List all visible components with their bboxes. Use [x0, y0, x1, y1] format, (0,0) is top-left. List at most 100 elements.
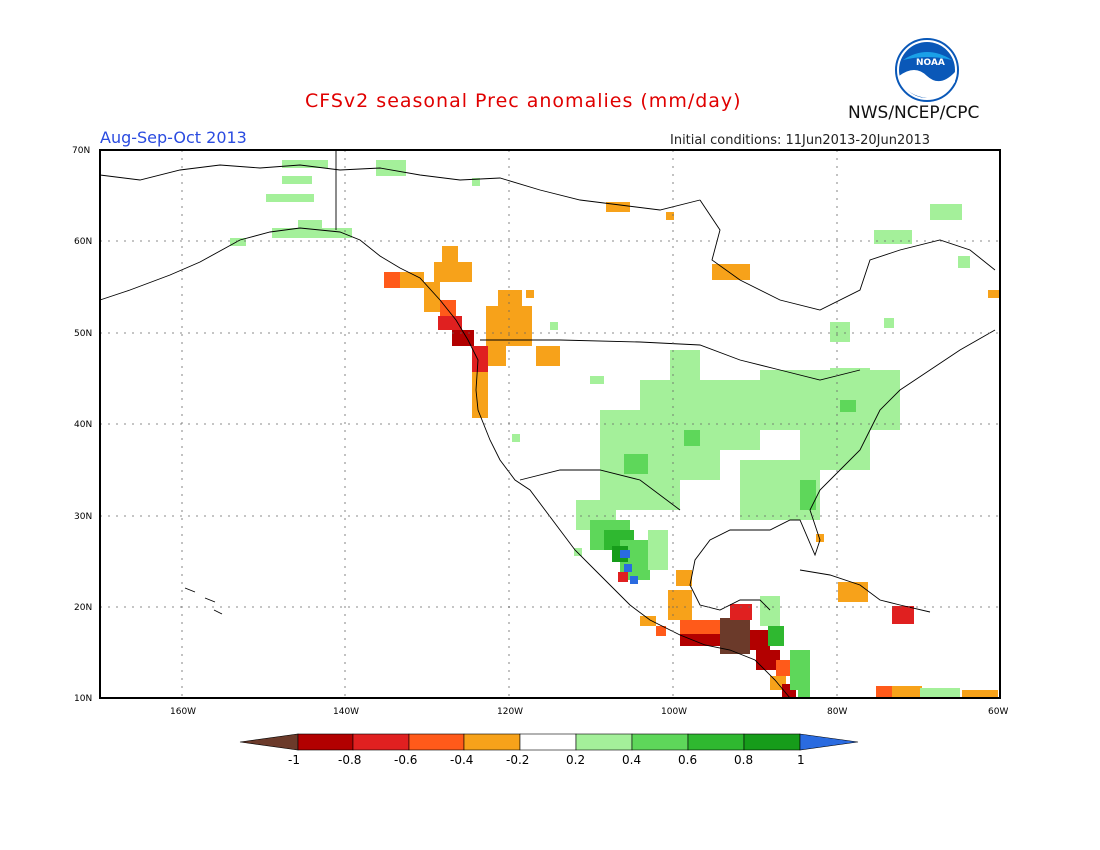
colorbar-label: 0.8 [734, 753, 753, 767]
anomaly-cell [574, 548, 582, 556]
colorbar-segment [743, 733, 801, 751]
colorbar-label: -0.2 [506, 753, 529, 767]
map-frame [99, 149, 1001, 699]
lat-label: 10N [74, 694, 92, 704]
anomaly-cell [624, 454, 648, 474]
anomaly-cell [512, 434, 520, 442]
colorbar-arrow-low [239, 733, 299, 751]
anomaly-cell [472, 178, 480, 186]
anomaly-cell [536, 346, 560, 366]
anomaly-cell [816, 534, 824, 542]
anomaly-cell [272, 228, 352, 238]
anomaly-cell [892, 606, 914, 624]
anomaly-cell [920, 688, 960, 698]
anomaly-cell [876, 686, 892, 698]
anomaly-cells [230, 160, 1000, 698]
lon-label: 80W [827, 707, 847, 717]
anomaly-cell [618, 572, 628, 582]
anomaly-cell [526, 290, 534, 298]
anomaly-cell [630, 576, 638, 584]
anomaly-cell [624, 564, 632, 572]
anomaly-cell [874, 230, 912, 244]
lon-label: 100W [661, 707, 687, 717]
lat-label: 50N [74, 329, 92, 339]
anomaly-cell [440, 300, 456, 316]
anomaly-cell [830, 322, 850, 342]
chart-title: CFSv2 seasonal Prec anomalies (mm/day) [305, 90, 742, 112]
colorbar-label: 1 [797, 753, 805, 767]
anomaly-cell [648, 530, 668, 570]
anomaly-cell [962, 690, 998, 698]
anomaly-cell [498, 290, 522, 306]
anomaly-cell [750, 630, 770, 650]
colorbar-arrow-high [799, 733, 859, 751]
colorbar-segment [687, 733, 745, 751]
anomaly-cell [488, 346, 506, 366]
latitude-labels: 70N 60N 50N 40N 30N 20N 10N [72, 146, 92, 704]
longitude-labels: 160W 140W 120W 100W 80W 60W [170, 707, 1008, 717]
anomaly-cell [884, 318, 894, 328]
lat-label: 60N [74, 237, 92, 247]
anomaly-cell [712, 264, 750, 280]
colorbar-segment [575, 733, 633, 751]
colorbar-label: 0.2 [566, 753, 585, 767]
lon-label: 140W [333, 707, 359, 717]
colorbar-segment [631, 733, 689, 751]
anomaly-cell [776, 660, 792, 676]
anomaly-cell [620, 550, 630, 558]
anomaly-cell [656, 626, 666, 636]
anomaly-cell [930, 204, 962, 220]
anomaly-cell [442, 246, 458, 266]
lat-label: 70N [72, 146, 90, 156]
colorbar [239, 733, 859, 751]
anomaly-cell [472, 346, 488, 374]
anomaly-cell [424, 282, 440, 312]
anomaly-cell [730, 604, 752, 620]
lat-label: 30N [74, 512, 92, 522]
lon-label: 60W [988, 707, 1008, 717]
anomaly-cell [282, 160, 328, 168]
graticule [100, 150, 1000, 698]
anomaly-cell [384, 272, 400, 288]
lat-label: 20N [74, 603, 92, 613]
anomaly-cell [768, 626, 784, 646]
agency-label: NWS/NCEP/CPC [848, 103, 980, 123]
initial-conditions: Initial conditions: 11Jun2013-20Jun2013 [670, 133, 931, 148]
anomaly-cell [760, 596, 780, 626]
anomaly-cell [680, 634, 720, 646]
colorbar-segment [297, 733, 354, 751]
colorbar-label: -0.6 [394, 753, 417, 767]
anomaly-cell [756, 650, 780, 670]
colorbar-label: -1 [288, 753, 300, 767]
anomaly-cell [720, 618, 750, 654]
coastlines [99, 150, 996, 699]
anomaly-cell [676, 570, 692, 586]
anomaly-cell [800, 480, 816, 510]
anomaly-cell [892, 686, 922, 698]
anomaly-cell [438, 316, 462, 330]
anomaly-cell [376, 160, 406, 176]
anomaly-cell [840, 400, 856, 412]
colorbar-segment [408, 733, 465, 751]
anomaly-cell [684, 430, 700, 446]
anomaly-cell [830, 368, 870, 388]
anomaly-cell [230, 238, 246, 246]
colorbar-label: -0.8 [338, 753, 361, 767]
colorbar-segment [352, 733, 410, 751]
colorbar-label: 0.4 [622, 753, 641, 767]
anomaly-cell [606, 202, 630, 212]
noaa-logo [895, 38, 959, 102]
colorbar-label: -0.4 [450, 753, 473, 767]
anomaly-cell [838, 582, 868, 602]
forecast-period: Aug-Sep-Oct 2013 [100, 128, 247, 147]
colorbar-label: 0.6 [678, 753, 697, 767]
anomaly-cell [472, 372, 488, 418]
anomaly-cell [640, 616, 656, 626]
colorbar-segment [463, 733, 521, 751]
anomaly-cell [434, 262, 472, 282]
logo-text: NOAA [916, 58, 945, 68]
anomaly-cell [400, 272, 424, 288]
anomaly-cell [266, 194, 314, 202]
anomaly-cell [550, 322, 558, 330]
